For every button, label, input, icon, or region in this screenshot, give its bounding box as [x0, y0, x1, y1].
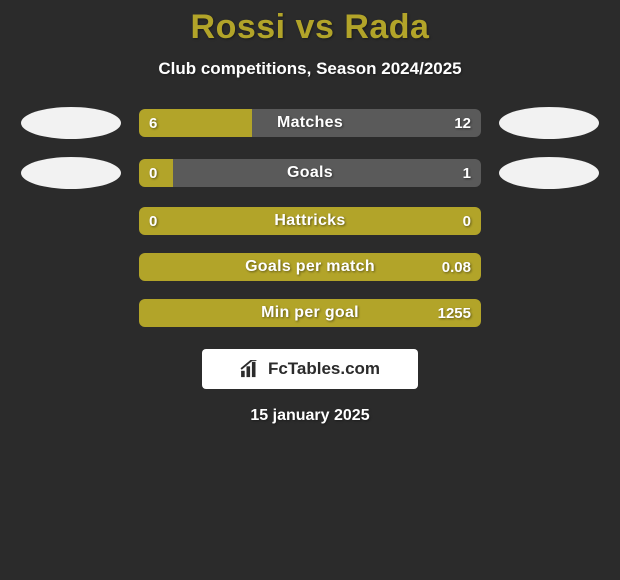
stat-value-left: 0: [139, 207, 167, 235]
player-avatar-left: [21, 157, 121, 189]
stat-value-right: 1255: [428, 299, 481, 327]
stat-row: Goals per match0.08: [0, 253, 620, 281]
stat-row: Hattricks0 0: [0, 207, 620, 235]
stat-label: Matches: [139, 109, 481, 137]
stat-value-right: 0.08: [432, 253, 481, 281]
player-avatar-right: [499, 107, 599, 139]
brand-logo-text: FcTables.com: [268, 359, 380, 379]
stat-value-left: 0: [139, 159, 167, 187]
stat-label: Goals per match: [139, 253, 481, 281]
snapshot-date: 15 january 2025: [0, 407, 620, 425]
stat-value-right: 1: [453, 159, 481, 187]
stat-row: Matches6 12: [0, 107, 620, 139]
bars-icon: [240, 360, 262, 378]
stat-row: Min per goal1255: [0, 299, 620, 327]
comparison-infographic: Rossi vs Rada Club competitions, Season …: [0, 0, 620, 580]
brand-logo: FcTables.com: [202, 349, 418, 389]
player-avatar-right: [499, 157, 599, 189]
stat-value-right: 12: [444, 109, 481, 137]
stat-rows: Matches612Goals01Hattricks00Goals per ma…: [0, 107, 620, 327]
stat-bar: Min per goal1255: [139, 299, 481, 327]
stat-bar: Goals0 1: [139, 159, 481, 187]
stat-value-left: [139, 299, 159, 327]
stat-bar: Hattricks0 0: [139, 207, 481, 235]
stat-bar: Matches6 12: [139, 109, 481, 137]
page-subtitle: Club competitions, Season 2024/2025: [0, 59, 620, 79]
stat-label: Hattricks: [139, 207, 481, 235]
page-title: Rossi vs Rada: [0, 8, 620, 47]
stat-value-left: [139, 253, 159, 281]
stat-bar: Goals per match0.08: [139, 253, 481, 281]
player-avatar-left: [21, 107, 121, 139]
stat-value-left: 6: [139, 109, 167, 137]
stat-value-right: 0: [453, 207, 481, 235]
stat-label: Goals: [139, 159, 481, 187]
stat-row: Goals0 1: [0, 157, 620, 189]
